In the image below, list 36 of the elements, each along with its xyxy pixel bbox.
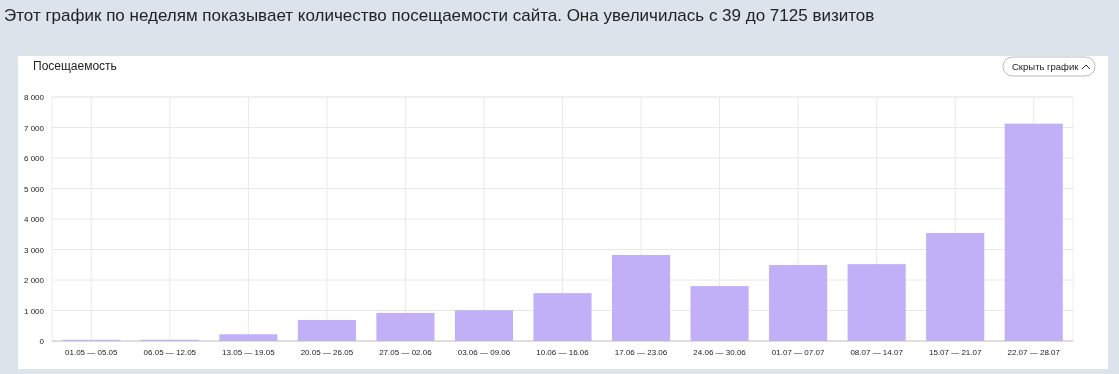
bar — [454, 310, 514, 341]
x-tick-label: 10.06 — 16.06 — [536, 348, 590, 357]
bar — [1004, 123, 1063, 341]
x-tick-label: 01.07 — 07.07 — [771, 348, 825, 357]
y-tick-label: 3 000 — [23, 245, 45, 255]
x-tick-label: 24.06 — 30.06 — [693, 348, 747, 357]
bar — [690, 286, 749, 341]
y-tick-label: 2 000 — [23, 276, 45, 285]
y-tick-label: 5 000 — [23, 184, 45, 194]
bar — [219, 334, 278, 341]
x-tick-label: 27.05 — 02.06 — [379, 348, 433, 357]
bar — [847, 264, 906, 341]
bar — [376, 312, 435, 341]
x-tick-label: 20.05 — 26.05 — [300, 348, 354, 357]
chart-subtitle: Посещаемость — [33, 59, 117, 73]
chart-title: Этот график по неделям показывает количество посещаемости сайта. Она увеличилась с 39 до 7125 визитов — [4, 6, 875, 25]
hide-chart-button: Скрыть график — [1002, 56, 1096, 77]
bar — [611, 254, 671, 341]
bar — [769, 265, 828, 341]
x-tick-label: 01.05 — 05.05 — [65, 348, 119, 357]
y-tick-label: 4 000 — [23, 215, 45, 224]
x-tick-label: 17.06 — 23.06 — [614, 348, 668, 357]
bar — [297, 319, 356, 341]
x-tick-label: 15.07 — 21.07 — [928, 348, 982, 357]
y-tick-label: 0 — [39, 337, 45, 346]
bar — [926, 233, 985, 341]
x-tick-label: 13.05 — 19.05 — [222, 348, 276, 357]
y-tick-label: 1 000 — [23, 306, 45, 316]
x-tick-label: 22.07 — 28.07 — [1007, 348, 1061, 357]
y-tick-label: 7 000 — [23, 123, 45, 133]
x-tick-label: 03.06 — 09.06 — [457, 348, 511, 357]
bar — [533, 293, 592, 341]
x-tick-label: 06.05 — 12.05 — [143, 348, 197, 357]
y-tick-label: 8 000 — [23, 93, 45, 102]
x-tick-label: 08.07 — 14.07 — [850, 348, 904, 357]
y-tick-label: 6 000 — [23, 154, 45, 163]
